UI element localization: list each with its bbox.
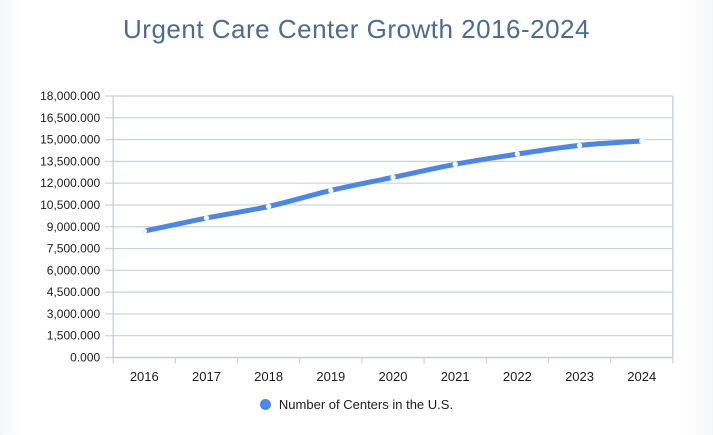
y-tick-label: 15,000.000 — [40, 133, 100, 147]
y-tick-label: 16,500.000 — [40, 111, 100, 125]
x-tick-label: 2021 — [441, 369, 470, 384]
y-tick-label: 18,000.000 — [40, 89, 100, 103]
data-point-marker — [265, 203, 272, 210]
y-tick-label: 9,000.000 — [47, 220, 101, 234]
y-tick-label: 13,500.000 — [40, 154, 100, 168]
y-tick-label: 7,500.000 — [47, 242, 101, 256]
legend-marker-icon — [259, 399, 271, 410]
x-tick-label: 2023 — [565, 369, 594, 384]
x-tick-label: 2018 — [254, 369, 283, 384]
y-tick-label: 12,000.000 — [40, 176, 100, 190]
data-point-marker — [390, 174, 396, 181]
data-point-marker — [328, 187, 334, 194]
data-point-marker — [141, 228, 147, 234]
y-tick-label: 1,500.000 — [47, 329, 101, 343]
data-point-marker — [452, 161, 458, 167]
legend-label: Number of Centers in the U.S. — [278, 397, 454, 412]
data-point-marker — [514, 151, 521, 157]
x-tick-label: 2022 — [503, 369, 532, 384]
data-point-marker — [576, 142, 583, 149]
chart-legend[interactable]: Number of Centers in the U.S. — [0, 397, 713, 412]
y-tick-label: 0.000 — [70, 351, 100, 365]
chart-title: Urgent Care Center Growth 2016-2024 — [123, 14, 590, 44]
data-point-marker — [639, 138, 645, 144]
y-tick-label: 6,000.000 — [47, 263, 101, 277]
x-tick-label: 2019 — [316, 369, 345, 384]
x-tick-label: 2017 — [192, 369, 221, 384]
y-tick-label: 3,000.000 — [47, 307, 101, 321]
y-tick-label: 10,500.000 — [40, 198, 100, 212]
x-tick-label: 2016 — [130, 369, 159, 384]
x-tick-label: 2024 — [627, 369, 656, 384]
y-tick-label: 4,500.000 — [47, 285, 101, 299]
x-tick-label: 2020 — [379, 369, 408, 384]
data-line — [141, 138, 645, 234]
data-point-marker — [203, 215, 210, 221]
